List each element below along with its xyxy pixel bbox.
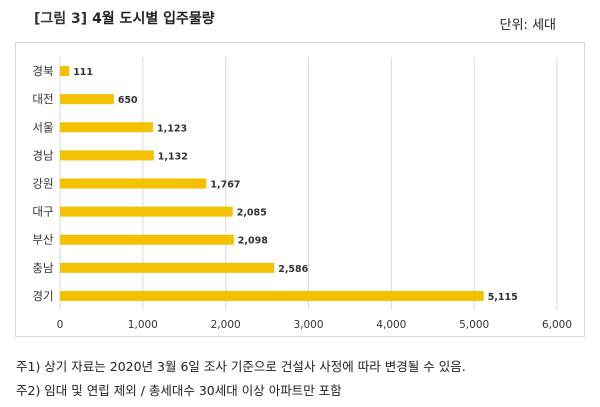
bar-대구	[60, 206, 233, 217]
category-label: 경북	[32, 64, 53, 78]
data-label: 2,098	[238, 236, 268, 247]
footnote-2: 주2) 임대 및 연립 제외 / 총세대수 30세대 이상 아파트만 포함	[16, 383, 342, 398]
data-label: 111	[73, 67, 93, 78]
category-label: 충남	[32, 261, 54, 275]
bar-경북	[60, 66, 70, 77]
bar-강원	[60, 178, 207, 189]
x-tick-label: 0	[57, 319, 64, 331]
x-tick-label: 3,000	[293, 319, 323, 331]
data-label: 2,586	[278, 264, 308, 275]
data-label: 1,767	[210, 180, 240, 191]
chart-frame	[15, 42, 585, 337]
x-tick-label: 6,000	[542, 319, 572, 331]
data-label: 1,123	[157, 123, 187, 134]
x-tick-label: 1,000	[128, 319, 158, 331]
x-tick-label: 5,000	[459, 319, 489, 331]
category-label: 경남	[32, 148, 54, 162]
footnote-1: 주1) 상기 자료는 2020년 3월 6일 조사 기준으로 건설사 사정에 따…	[16, 359, 466, 374]
unit-label: 단위: 세대	[499, 18, 556, 33]
figure-label: [그림 3]	[34, 11, 88, 27]
data-label: 1,132	[158, 151, 188, 162]
chart-title: [그림 3] 4월 도시별 입주물량	[34, 8, 215, 28]
figure-title: 4월 도시별 입주물량	[92, 11, 215, 27]
x-tick-label: 2,000	[211, 319, 241, 331]
data-label: 2,085	[237, 208, 267, 219]
bar-충남	[60, 262, 275, 273]
category-label: 대전	[32, 92, 53, 106]
data-label: 5,115	[488, 292, 518, 303]
bar-대전	[60, 94, 114, 105]
category-label: 대구	[32, 205, 53, 219]
data-label: 650	[118, 95, 138, 106]
category-label: 강원	[32, 177, 53, 191]
bar-경기	[60, 290, 484, 301]
bar-서울	[60, 122, 154, 133]
bar-부산	[60, 234, 234, 245]
category-label: 경기	[32, 289, 53, 303]
x-tick-label: 4,000	[376, 319, 406, 331]
category-label: 서울	[32, 120, 53, 134]
bar-경남	[60, 150, 154, 161]
category-label: 부산	[32, 233, 54, 247]
